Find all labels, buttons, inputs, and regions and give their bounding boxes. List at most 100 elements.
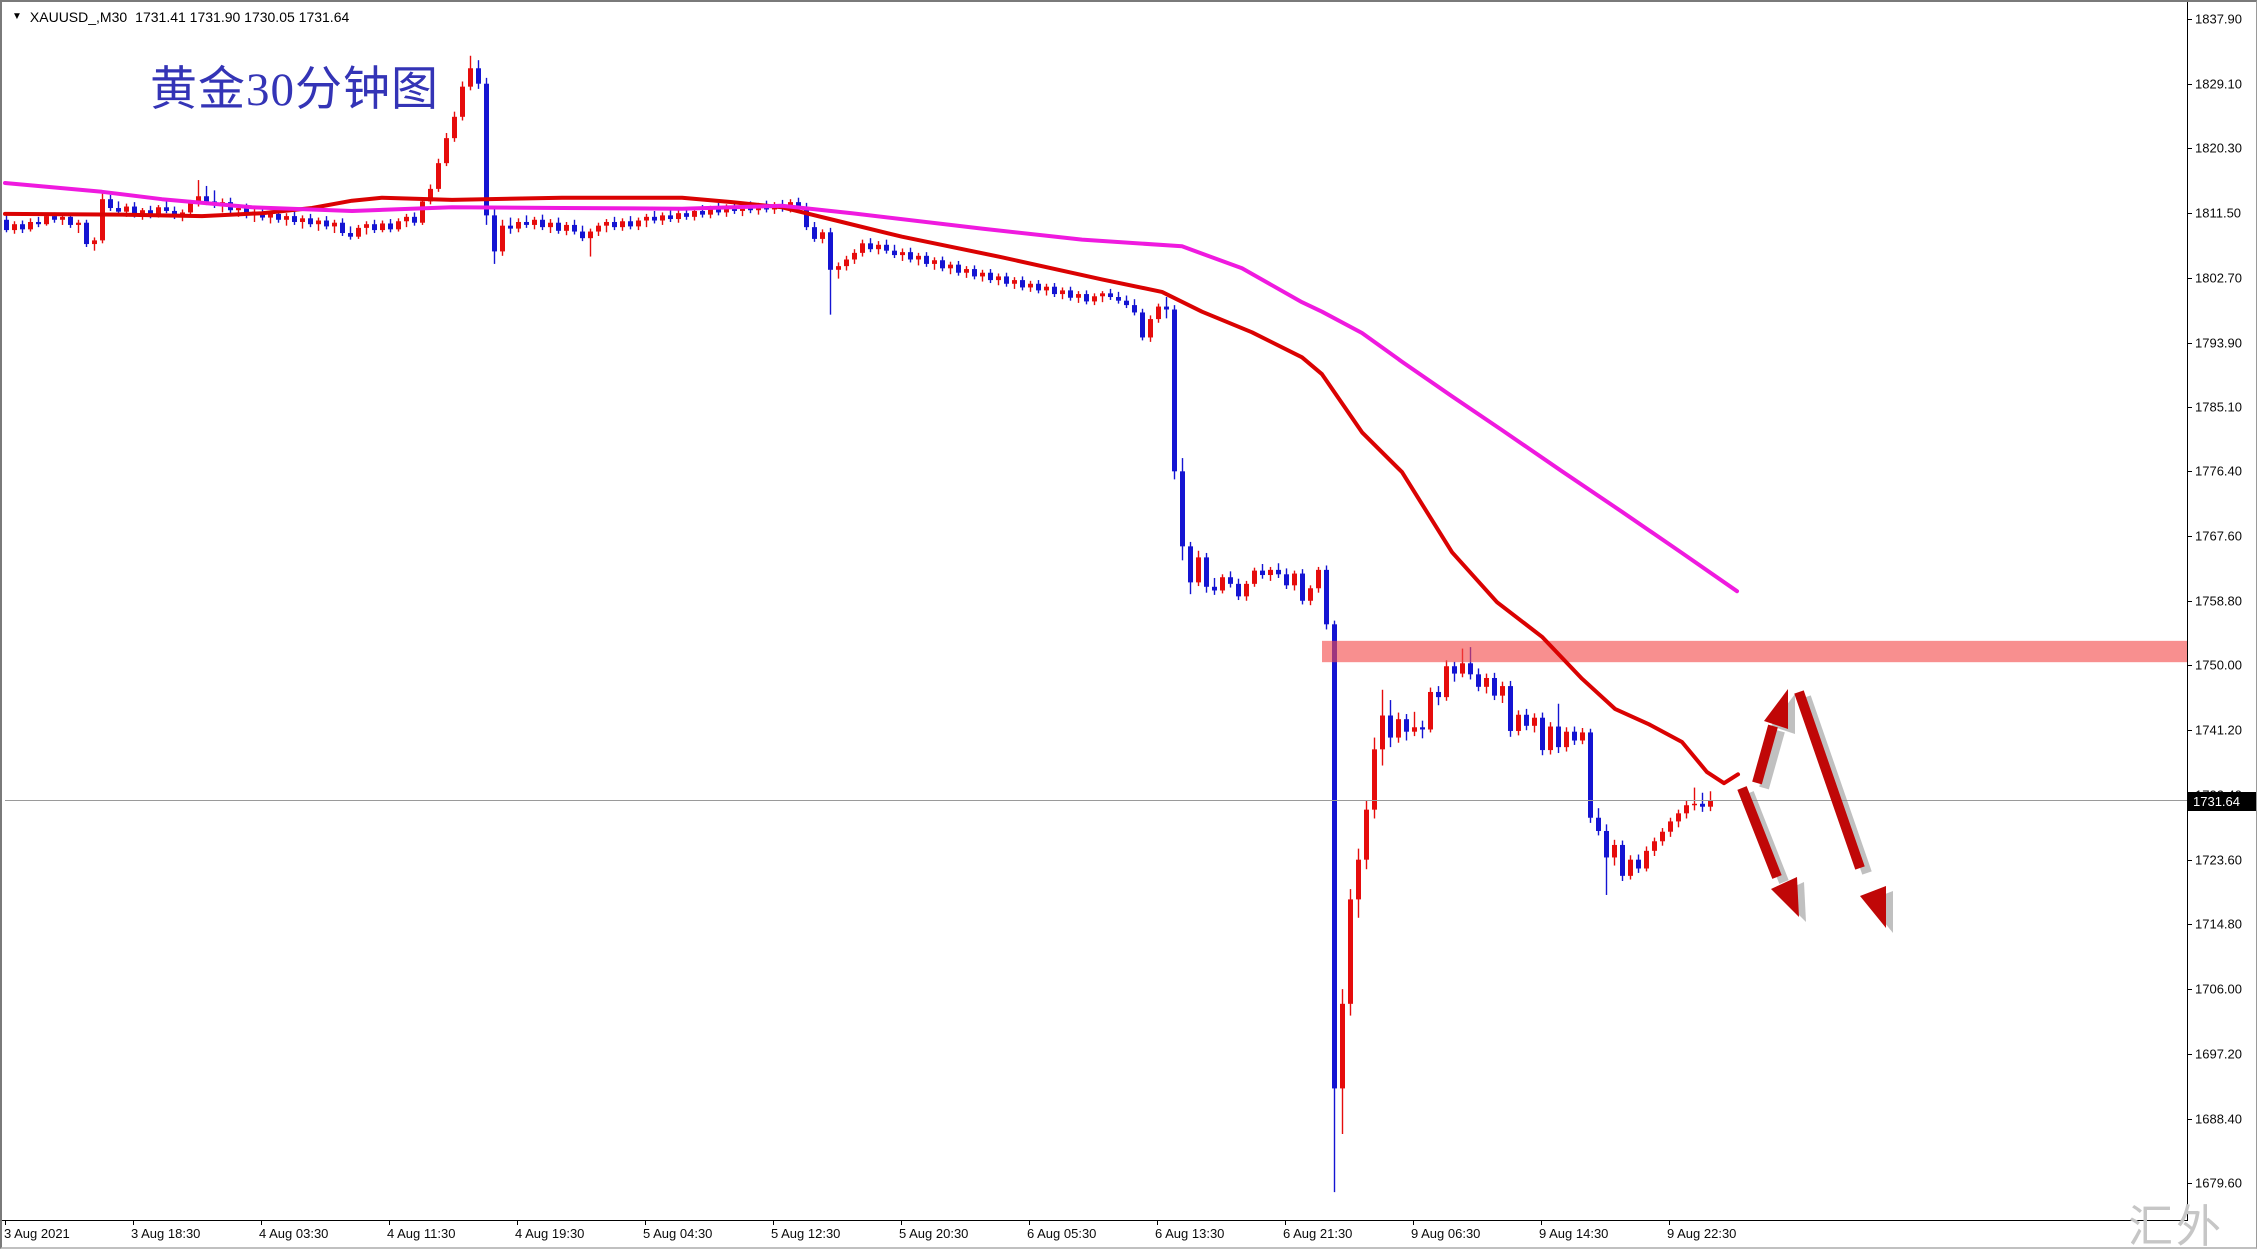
candle-down	[308, 218, 313, 225]
price-axis-tick	[2187, 471, 2192, 473]
candle-up	[996, 276, 1001, 281]
candle-up	[1060, 290, 1065, 295]
candle-down	[148, 210, 153, 216]
candle-up	[12, 224, 17, 231]
time-axis-tick	[1285, 1220, 1286, 1225]
candle-up	[820, 232, 825, 239]
candle-down	[652, 216, 657, 221]
candle-up	[1012, 280, 1017, 284]
candle-up	[1580, 732, 1585, 741]
candle-up	[1396, 719, 1401, 738]
candle-up	[1028, 283, 1033, 288]
candle-up	[404, 216, 409, 222]
candle-down	[580, 231, 585, 239]
candle-up	[1612, 844, 1617, 858]
candle-up	[564, 224, 569, 231]
candle-up	[1252, 570, 1257, 584]
candle-down	[324, 220, 329, 227]
resistance-zone-band[interactable]	[1322, 640, 2187, 663]
time-axis-tick	[261, 1220, 262, 1225]
candle-up	[636, 220, 641, 227]
candle-up	[300, 218, 305, 222]
candle-up	[1516, 714, 1521, 731]
candle-up	[100, 199, 105, 241]
candle-up	[932, 260, 937, 264]
candle-up	[332, 222, 337, 227]
candle-down	[572, 224, 577, 232]
candle-down	[1260, 570, 1265, 576]
candle-down	[68, 216, 73, 225]
candle-down	[1556, 726, 1561, 748]
candle-down	[1052, 286, 1057, 295]
candle-down	[1188, 546, 1193, 583]
time-axis-tick	[1029, 1220, 1030, 1225]
time-axis-border	[2, 1220, 2188, 1221]
candle-down	[340, 222, 345, 234]
price-axis-label: 1723.60	[2195, 852, 2242, 868]
chevron-down-icon[interactable]: ▼	[12, 11, 22, 22]
candle-up	[396, 221, 401, 230]
time-axis-tick	[1413, 1220, 1414, 1225]
time-axis-label: 6 Aug 13:30	[1155, 1226, 1225, 1241]
candle-down	[892, 250, 897, 256]
candle-down	[20, 224, 25, 230]
candle-up	[516, 221, 521, 229]
time-axis-tick	[1157, 1220, 1158, 1225]
candle-down	[1540, 717, 1545, 751]
candle-down	[484, 83, 489, 216]
time-axis-label: 5 Aug 12:30	[771, 1226, 841, 1241]
candle-down	[372, 224, 377, 231]
price-axis-label: 1802.70	[2195, 270, 2242, 286]
time-axis-tick	[133, 1220, 134, 1225]
candle-up	[284, 216, 289, 220]
candle-up	[596, 225, 601, 232]
watermark-text: 汇外网	[2128, 1202, 2225, 1249]
candle-up	[708, 208, 713, 215]
price-axis-label: 1767.60	[2195, 528, 2242, 544]
price-axis-tick	[2187, 277, 2192, 279]
price-axis-label: 1714.80	[2195, 916, 2242, 932]
candle-down	[1300, 573, 1305, 601]
candle-down	[1284, 574, 1289, 586]
candle-down	[276, 213, 281, 220]
candle-down	[628, 221, 633, 227]
candle-up	[452, 116, 457, 139]
candle-down	[1068, 290, 1073, 298]
candle-up	[876, 244, 881, 250]
candle-up	[1652, 841, 1657, 851]
ma-slow-line	[3, 181, 1739, 594]
candle-up	[1692, 803, 1697, 806]
candle-down	[1204, 557, 1209, 587]
price-axis-label: 1820.30	[2195, 140, 2242, 156]
candle-up	[692, 210, 697, 217]
time-axis-tick	[517, 1220, 518, 1225]
candle-up	[836, 266, 841, 270]
candle-up	[420, 201, 425, 223]
candle-up	[316, 220, 321, 225]
ohlc-readout: 1731.41 1731.90 1730.05 1731.64	[135, 9, 350, 25]
candle-up	[1196, 557, 1201, 583]
candle-up	[1684, 805, 1689, 814]
price-axis-tick	[2187, 83, 2192, 85]
candle-up	[860, 243, 865, 253]
candle-down	[1332, 624, 1337, 1089]
candle-up	[1412, 727, 1417, 732]
time-axis-label: 3 Aug 18:30	[131, 1226, 201, 1241]
candle-up	[1564, 731, 1569, 748]
candle-down	[508, 225, 513, 229]
candle-up	[1308, 588, 1313, 601]
time-axis-label: 3 Aug 2021	[4, 1226, 70, 1241]
candle-up	[436, 163, 441, 189]
candle-up	[604, 221, 609, 226]
time-axis-tick	[1541, 1220, 1542, 1225]
candle-up	[844, 259, 849, 267]
candle-up	[1380, 715, 1385, 750]
candle-down	[172, 210, 177, 217]
candle-down	[116, 208, 121, 212]
candle-up	[236, 208, 241, 211]
candle-up	[1044, 286, 1049, 291]
candle-down	[84, 222, 89, 245]
time-axis-label: 5 Aug 20:30	[899, 1226, 969, 1241]
down-arrow-short-head	[1771, 877, 1799, 917]
